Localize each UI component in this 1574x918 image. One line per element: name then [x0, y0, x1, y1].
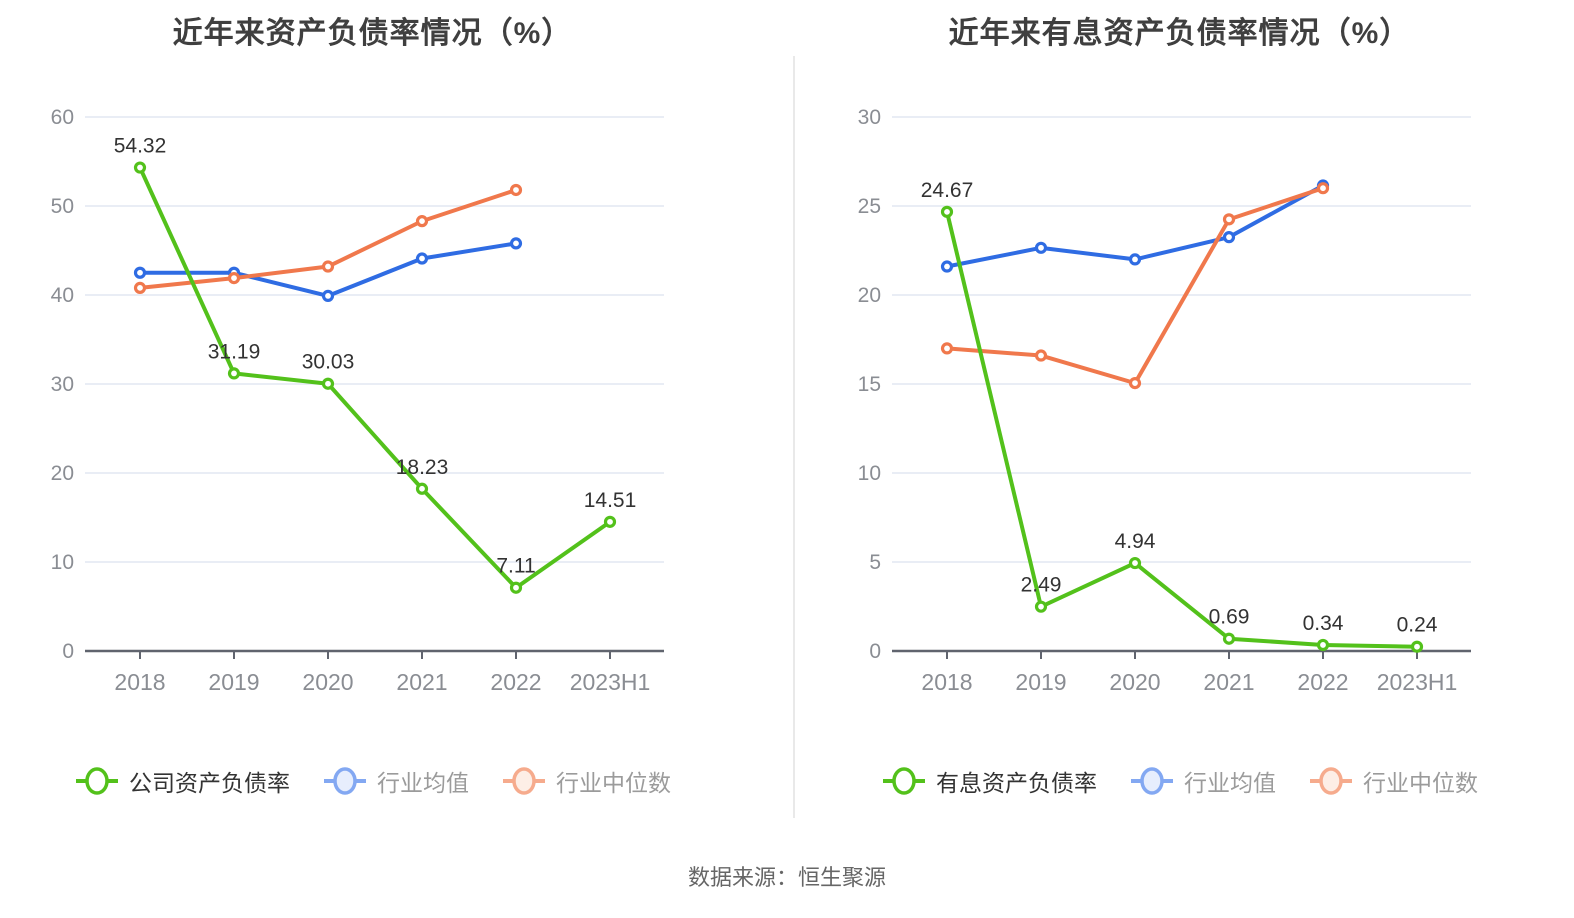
- series-line-interest-debt-ratio: [945, 209, 1419, 649]
- data-label-company-debt-ratio-2020: 30.03: [302, 351, 355, 374]
- data-point-industry-median-2018[interactable]: [940, 342, 954, 355]
- x-axis-label: 2022: [1297, 669, 1348, 695]
- data-point-industry-average-2020[interactable]: [1128, 253, 1142, 266]
- x-axis-label: 2019: [1015, 669, 1066, 695]
- y-axis-label: 25: [858, 195, 881, 218]
- y-axis-label: 20: [858, 284, 881, 307]
- right-chart-panel: 近年来有息资产负债率情况（%） 2018 2019 2020 2021 2022 2023…: [807, 0, 1574, 830]
- series-line-company-debt-ratio: [138, 165, 612, 590]
- data-label-interest-debt-ratio-2020: 4.94: [1115, 530, 1156, 553]
- data-label-interest-debt-ratio-2018: 24.67: [921, 179, 974, 202]
- data-point-industry-median-2021[interactable]: [415, 215, 429, 228]
- x-axis-label: 2019: [208, 669, 259, 695]
- y-axis-label: 60: [51, 106, 74, 129]
- data-point-interest-debt-ratio-2021[interactable]: [1222, 632, 1236, 645]
- legend-label: 行业均值: [1184, 770, 1276, 796]
- data-point-interest-debt-ratio-2022[interactable]: [1316, 638, 1330, 652]
- left-chart-canvas[interactable]: 2018 2019 2020 2021 2022 2023H1 0 10 20 30 40 50 60 5…: [0, 0, 787, 712]
- data-label-company-debt-ratio-2022: 7.11: [496, 555, 535, 578]
- data-label-company-debt-ratio-2023H1: 14.51: [584, 489, 637, 512]
- data-point-industry-median-2021[interactable]: [1222, 213, 1236, 226]
- data-point-industry-average-2019[interactable]: [1034, 241, 1048, 254]
- data-point-interest-debt-ratio-2019[interactable]: [1034, 600, 1048, 613]
- data-point-interest-debt-ratio-2018[interactable]: [940, 205, 954, 218]
- legend-label: 行业中位数: [1363, 770, 1478, 796]
- legend-label: 行业中位数: [556, 770, 671, 796]
- x-axis-label: 2023H1: [1377, 669, 1458, 695]
- legend-item-company-debt-ratio[interactable]: 公司资产负债率: [74, 764, 290, 798]
- data-point-industry-median-2019[interactable]: [227, 271, 241, 285]
- right-chart-legend: 有息资产负债率 行业均值 行业中位数: [807, 764, 1552, 798]
- y-axis-label: 15: [858, 373, 881, 396]
- data-point-industry-average-2020[interactable]: [321, 289, 335, 302]
- data-label-company-debt-ratio-2021: 18.23: [396, 456, 449, 479]
- data-point-company-debt-ratio-2023H1[interactable]: [603, 515, 617, 528]
- line-series-marker-icon: [1310, 767, 1352, 795]
- panel-divider: [793, 56, 795, 818]
- x-axis-label: 2020: [1109, 669, 1160, 695]
- data-point-industry-average-2018[interactable]: [940, 260, 954, 273]
- y-axis-label: 30: [858, 106, 881, 129]
- legend-item-interest-debt-ratio[interactable]: 有息资产负债率: [881, 764, 1097, 798]
- legend-label: 公司资产负债率: [129, 770, 290, 796]
- data-point-company-debt-ratio-2021[interactable]: [415, 482, 429, 495]
- legend-item-industry-average[interactable]: 行业均值: [322, 764, 469, 798]
- data-label-interest-debt-ratio-2019: 2.49: [1021, 574, 1062, 597]
- data-point-industry-median-2022[interactable]: [1316, 182, 1330, 195]
- data-point-company-debt-ratio-2022[interactable]: [509, 581, 523, 594]
- data-point-interest-debt-ratio-2023H1[interactable]: [1410, 640, 1424, 653]
- data-point-industry-median-2020[interactable]: [321, 260, 335, 273]
- data-label-company-debt-ratio-2019: 31.19: [208, 340, 261, 363]
- data-point-industry-average-2018[interactable]: [133, 266, 147, 279]
- legend-item-industry-average[interactable]: 行业均值: [1129, 764, 1276, 798]
- x-axis-label: 2022: [490, 669, 541, 695]
- x-axis-label: 2018: [114, 669, 165, 695]
- y-axis-label: 50: [51, 195, 74, 218]
- data-label-interest-debt-ratio-2023H1: 0.24: [1397, 614, 1438, 637]
- data-point-industry-average-2021[interactable]: [415, 252, 429, 265]
- data-point-industry-median-2019[interactable]: [1034, 349, 1048, 362]
- data-point-company-debt-ratio-2018[interactable]: [133, 161, 147, 174]
- y-axis-label: 40: [51, 284, 74, 307]
- data-point-industry-average-2022[interactable]: [509, 237, 523, 250]
- left-chart-panel: 近年来资产负债率情况（%） 2018 2019 2020 2021 2022 2023H1…: [0, 0, 787, 830]
- right-chart-title: 近年来有息资产负债率情况（%）: [948, 17, 1411, 50]
- x-axis-label: 2023H1: [570, 669, 651, 695]
- y-axis-label: 0: [869, 640, 881, 663]
- legend-label: 行业均值: [377, 770, 469, 796]
- data-point-industry-average-2021[interactable]: [1222, 231, 1236, 244]
- left-chart-title: 近年来资产负债率情况（%）: [172, 17, 573, 50]
- data-point-industry-median-2018[interactable]: [133, 281, 147, 294]
- y-axis-label: 30: [51, 373, 74, 396]
- data-label-interest-debt-ratio-2022: 0.34: [1303, 612, 1344, 635]
- data-point-industry-median-2022[interactable]: [509, 183, 523, 197]
- y-axis-label: 20: [51, 462, 74, 485]
- right-chart-canvas[interactable]: 2018 2019 2020 2021 2022 2023H1 0 5 10 15 20 25 30 24…: [807, 0, 1574, 712]
- legend-item-industry-median[interactable]: 行业中位数: [1308, 764, 1478, 798]
- legend-item-industry-median[interactable]: 行业中位数: [501, 764, 671, 798]
- x-axis-label: 2018: [921, 669, 972, 695]
- data-point-company-debt-ratio-2019[interactable]: [227, 367, 241, 380]
- x-axis-label: 2021: [1203, 669, 1254, 695]
- data-label-company-debt-ratio-2018: 54.32: [114, 135, 167, 158]
- data-point-company-debt-ratio-2020[interactable]: [321, 377, 335, 390]
- left-chart-legend: 公司资产负债率 行业均值 行业中位数: [0, 764, 745, 798]
- data-label-interest-debt-ratio-2021: 0.69: [1209, 606, 1250, 629]
- x-axis-label: 2020: [302, 669, 353, 695]
- line-series-marker-icon: [1131, 767, 1173, 795]
- data-point-industry-median-2020[interactable]: [1128, 377, 1142, 390]
- line-series-marker-icon: [324, 767, 366, 795]
- y-axis-label: 5: [869, 551, 881, 574]
- x-axis-label: 2021: [396, 669, 447, 695]
- data-point-interest-debt-ratio-2020[interactable]: [1128, 556, 1142, 570]
- y-axis-label: 0: [62, 640, 74, 663]
- y-axis-label: 10: [858, 462, 881, 485]
- legend-label: 有息资产负债率: [936, 770, 1097, 796]
- line-series-marker-icon: [503, 767, 545, 795]
- data-source-caption: 数据来源：恒生聚源: [687, 865, 886, 890]
- line-series-marker-icon: [76, 767, 118, 795]
- y-axis-label: 10: [51, 551, 74, 574]
- line-series-marker-icon: [883, 767, 925, 795]
